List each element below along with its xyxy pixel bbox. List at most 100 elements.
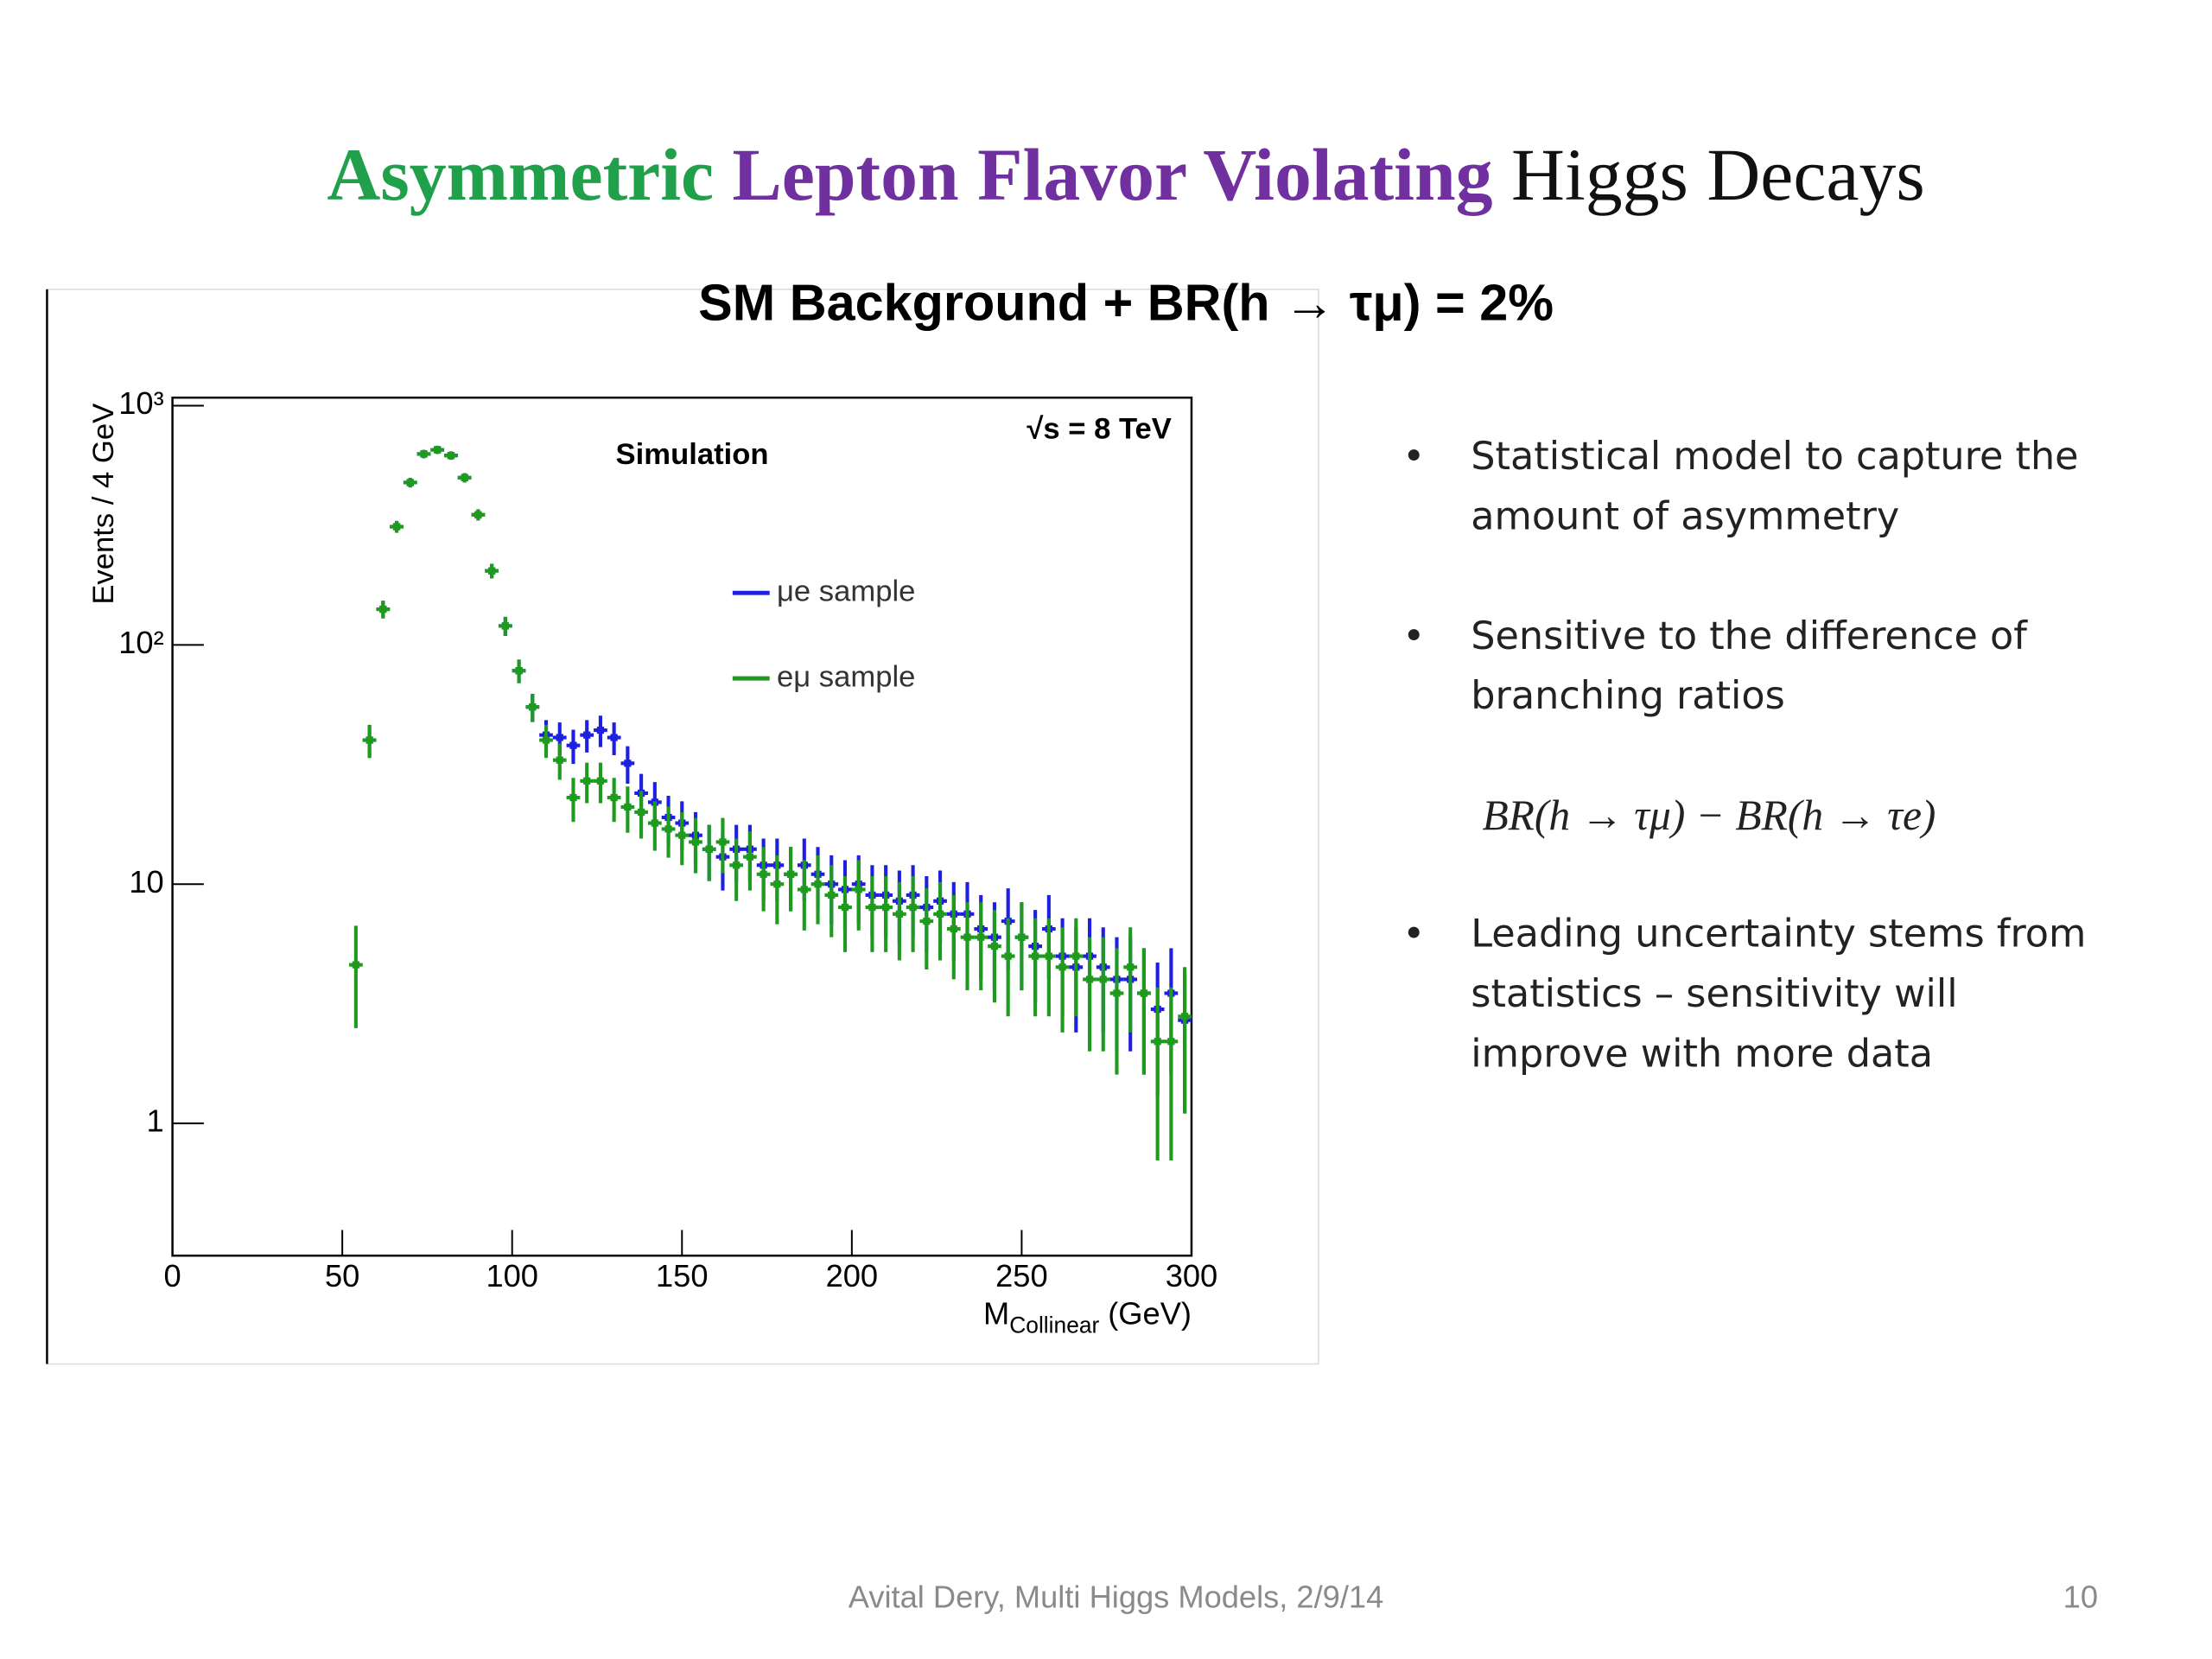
point-marker: [705, 845, 713, 853]
x-tick-label: 150: [656, 1258, 709, 1294]
bullet-text: improve with more data: [1471, 1031, 1933, 1076]
point-marker: [733, 861, 741, 869]
point-marker: [1072, 952, 1080, 960]
point-marker: [1140, 989, 1148, 997]
bullet-mark: •: [1402, 613, 1425, 658]
page-number: 10: [2063, 1579, 2098, 1614]
energy-label: √s = 8 TeV: [1027, 412, 1172, 445]
point-marker: [488, 567, 496, 575]
point-marker: [515, 667, 523, 675]
x-label-unit: (GeV): [1108, 1295, 1192, 1331]
point-marker: [461, 474, 468, 481]
footer: Avital Dery, Multi Higgs Models, 2/9/14: [849, 1579, 1383, 1614]
bullet-mark: •: [1402, 912, 1425, 957]
point-marker: [596, 726, 605, 734]
bullet-mark: •: [1402, 434, 1425, 479]
point-marker: [474, 511, 482, 518]
point-marker: [895, 910, 904, 918]
x-tick-label: 300: [1166, 1258, 1218, 1294]
x-label-sub: Collinear: [1009, 1313, 1099, 1338]
point-marker: [392, 523, 401, 531]
point-marker: [1099, 976, 1107, 983]
point-marker: [637, 808, 645, 817]
point-marker: [624, 803, 632, 811]
point-marker: [868, 903, 876, 912]
point-marker: [542, 736, 550, 744]
point-marker: [583, 731, 591, 739]
point-marker: [1085, 976, 1094, 983]
point-marker: [501, 622, 509, 630]
bullet-text: statistics – sensitivity will: [1471, 971, 1957, 1016]
point-marker: [1167, 1038, 1175, 1046]
point-marker: [936, 910, 944, 918]
point-marker: [1045, 952, 1052, 960]
x-tick-label: 250: [995, 1258, 1048, 1294]
point-marker: [760, 870, 767, 878]
point-marker: [664, 825, 672, 833]
point-marker: [1180, 1013, 1189, 1020]
point-marker: [746, 853, 754, 861]
point-marker: [977, 933, 985, 941]
point-marker: [529, 703, 537, 711]
point-marker: [610, 793, 618, 802]
plot: 1 10 10² 10³ 0 50 100 150 200 250 300 Events / 4 Ge…: [87, 385, 1217, 1338]
point-marker: [773, 880, 781, 888]
point-marker: [814, 880, 822, 888]
x-tick-label: 0: [164, 1258, 181, 1294]
y-tick-label: 10³: [118, 385, 163, 421]
point-marker: [365, 736, 373, 744]
point-marker: [352, 961, 359, 969]
point-marker: [434, 446, 442, 454]
point-marker: [610, 734, 618, 741]
point-marker: [1058, 963, 1066, 971]
point-marker: [786, 870, 795, 878]
title-part: Higgs Decays: [1511, 134, 1925, 216]
subtitle: SM Background + BR(h → τμ) = 2%: [698, 273, 1554, 331]
point-marker: [569, 793, 577, 802]
point-marker: [855, 886, 862, 893]
point-marker: [719, 838, 727, 846]
point-marker: [1127, 963, 1135, 971]
point-marker: [596, 777, 605, 785]
point-marker: [990, 943, 999, 950]
point-marker: [1154, 1038, 1161, 1046]
point-marker: [556, 734, 563, 741]
y-tick-label: 10: [129, 864, 163, 899]
bullet-list: • Statistical model to capture the amount …: [1402, 434, 2086, 1076]
point-marker: [1018, 933, 1026, 941]
point-marker: [678, 831, 686, 839]
point-marker: [569, 741, 577, 749]
bullet-text: amount of asymmetry: [1471, 493, 1899, 538]
bullet-text: Statistical model to capture the: [1471, 434, 2078, 479]
point-marker: [800, 886, 808, 893]
x-tick-label: 200: [826, 1258, 879, 1294]
title-part: Asymmetric: [327, 134, 714, 216]
point-marker: [1032, 952, 1039, 960]
point-marker: [841, 903, 849, 912]
x-label-main: M: [983, 1295, 1009, 1331]
point-marker: [556, 756, 563, 764]
point-marker: [406, 479, 414, 486]
simulation-label: Simulation: [616, 438, 769, 471]
formula: BR(h → τμ) − BR(h → τe): [1482, 791, 1936, 839]
y-tick-label: 1: [147, 1103, 164, 1139]
point-marker: [950, 925, 957, 933]
bullet-text: Leading uncertainty stems from: [1471, 912, 2086, 957]
point-marker: [379, 605, 387, 613]
point-marker: [420, 450, 428, 458]
title-part: Lepton Flavor Violating: [733, 134, 1493, 216]
x-tick-label: 50: [325, 1258, 359, 1294]
point-marker: [882, 903, 890, 912]
point-marker: [624, 760, 632, 767]
point-marker: [923, 918, 931, 925]
legend-label: μe sample: [777, 575, 915, 607]
legend-label: eμ sample: [777, 660, 915, 693]
point-marker: [1004, 952, 1012, 960]
point-marker: [963, 933, 971, 941]
point-marker: [583, 777, 591, 785]
point-marker: [651, 819, 658, 827]
point-marker: [909, 903, 917, 912]
y-tick-label: 10²: [118, 625, 163, 660]
point-marker: [1113, 989, 1121, 997]
x-axis-label: MCollinear (GeV): [983, 1295, 1192, 1338]
